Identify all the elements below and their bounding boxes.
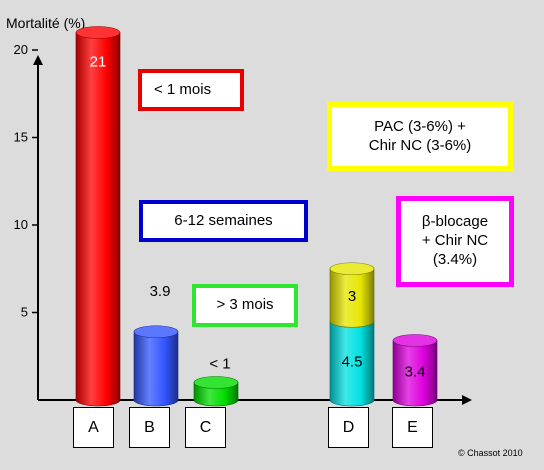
y-tick-label: 10 [14, 217, 28, 232]
value-label-d-2: 3 [348, 288, 356, 305]
bar-b-segment-1 [133, 325, 179, 407]
value-label-a: 21 [90, 54, 107, 71]
x-tick-label-a: A [73, 407, 114, 448]
bar-d-segment-2 [329, 262, 375, 328]
y-tick-label: 5 [21, 305, 28, 320]
annotation-gt3mois: > 3 mois [192, 284, 298, 327]
value-label-c: < 1 [209, 356, 230, 373]
annotation-pac-chir: PAC (3-6%) + Chir NC (3-6%) [327, 102, 513, 171]
bars [75, 26, 438, 407]
bar-c-segment-1 [193, 376, 239, 407]
bar-e-segment-1 [392, 334, 438, 407]
x-axis-arrow [462, 395, 472, 405]
annotation-6-12-semaines: 6-12 semaines [139, 200, 308, 242]
copyright: © Chassot 2010 [458, 448, 523, 458]
y-tick-label: 15 [14, 130, 28, 145]
value-label-b: 3.9 [150, 283, 171, 300]
value-label-d-1: 4.5 [342, 354, 363, 371]
x-tick-label-d: D [328, 407, 369, 448]
x-tick-label-c: C [185, 407, 226, 448]
y-tick-label: 20 [14, 42, 28, 57]
value-labels: 21 3.9 < 1 4.5 3 3.4 [90, 54, 426, 381]
annotation-beta-blocage: β-blocage + Chir NC (3.4%) [396, 196, 514, 287]
bar-a-segment-1 [75, 26, 121, 407]
x-tick-label-b: B [129, 407, 170, 448]
y-axis-label: Mortalité (%) [6, 15, 85, 31]
annotation-lt1mois: < 1 mois [138, 69, 244, 111]
x-tick-label-e: E [392, 407, 433, 448]
y-axis-arrow [33, 55, 43, 65]
value-label-e: 3.4 [405, 363, 426, 380]
